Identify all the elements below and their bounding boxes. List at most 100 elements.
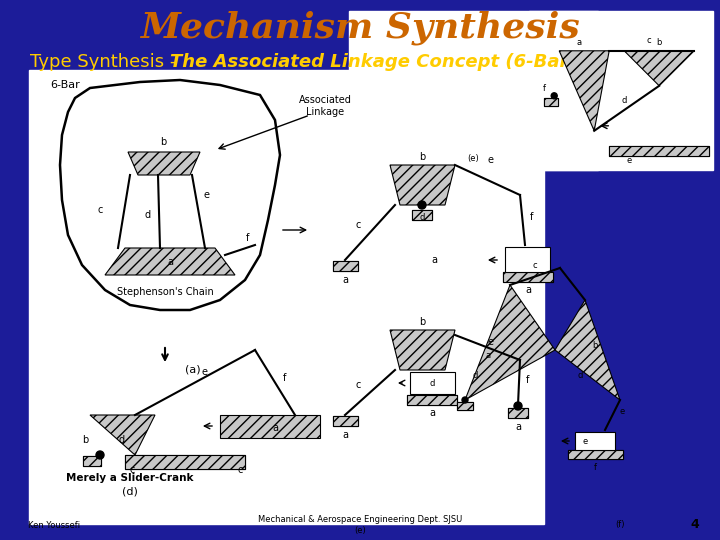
FancyBboxPatch shape: [567, 450, 623, 459]
Text: d: d: [577, 370, 582, 380]
Text: d: d: [145, 210, 151, 220]
Text: d: d: [419, 213, 425, 221]
FancyBboxPatch shape: [508, 408, 528, 418]
Polygon shape: [544, 98, 558, 106]
Text: b: b: [160, 137, 166, 147]
Text: a: a: [577, 38, 582, 48]
Text: Mechanism Synthesis: Mechanism Synthesis: [140, 11, 580, 45]
FancyBboxPatch shape: [503, 272, 553, 282]
Polygon shape: [567, 450, 623, 459]
Text: e: e: [487, 337, 493, 347]
Text: (e): (e): [467, 153, 480, 163]
Text: b: b: [82, 435, 88, 445]
Text: e: e: [582, 436, 588, 446]
Polygon shape: [128, 152, 200, 175]
Text: (e): (e): [354, 525, 366, 535]
Text: d: d: [621, 96, 627, 105]
Polygon shape: [503, 272, 553, 282]
Polygon shape: [412, 210, 432, 220]
Text: d: d: [472, 370, 477, 380]
FancyBboxPatch shape: [333, 416, 358, 426]
Text: (d): (d): [122, 487, 138, 497]
Text: (f): (f): [616, 521, 625, 530]
Text: f: f: [526, 375, 530, 385]
Text: c: c: [130, 465, 135, 475]
Text: e: e: [619, 408, 625, 416]
Text: Mechanical & Aerospace Engineering Dept. SJSU: Mechanical & Aerospace Engineering Dept.…: [258, 516, 462, 524]
Text: e: e: [487, 155, 493, 165]
Text: b: b: [657, 38, 662, 48]
Polygon shape: [624, 51, 694, 86]
Text: f: f: [246, 233, 250, 243]
Polygon shape: [465, 285, 555, 400]
Polygon shape: [555, 300, 620, 400]
Text: (a): (a): [185, 365, 201, 375]
Text: 4: 4: [690, 518, 699, 531]
Circle shape: [552, 93, 557, 99]
Polygon shape: [390, 330, 455, 370]
Text: f: f: [593, 462, 596, 471]
Text: a: a: [342, 430, 348, 440]
Text: Linkage: Linkage: [306, 107, 344, 117]
Polygon shape: [609, 146, 709, 156]
Text: Merely a Slider-Crank: Merely a Slider-Crank: [66, 473, 194, 483]
FancyBboxPatch shape: [412, 210, 432, 220]
Polygon shape: [60, 80, 280, 310]
Text: a: a: [272, 423, 278, 433]
Polygon shape: [220, 415, 320, 438]
Polygon shape: [83, 456, 101, 466]
FancyBboxPatch shape: [529, 11, 713, 170]
Text: c: c: [355, 380, 361, 390]
Text: a: a: [342, 275, 348, 285]
Text: Stephenson's Chain: Stephenson's Chain: [117, 287, 213, 297]
Text: f: f: [531, 212, 534, 222]
Text: b: b: [419, 317, 425, 327]
FancyBboxPatch shape: [410, 372, 455, 394]
Text: a: a: [525, 285, 531, 295]
Circle shape: [418, 201, 426, 209]
Text: Ken Youssefi: Ken Youssefi: [28, 521, 80, 530]
Text: c: c: [355, 220, 361, 230]
FancyBboxPatch shape: [29, 70, 544, 524]
Text: 6-Bar: 6-Bar: [50, 80, 80, 90]
Text: f: f: [283, 373, 287, 383]
Text: b: b: [593, 341, 598, 349]
Text: a: a: [515, 422, 521, 432]
Polygon shape: [559, 51, 609, 131]
Polygon shape: [407, 395, 457, 405]
Text: c: c: [238, 465, 243, 475]
Text: d: d: [119, 435, 125, 445]
Polygon shape: [105, 248, 235, 275]
Text: e: e: [202, 367, 208, 377]
Text: d: d: [429, 379, 435, 388]
FancyBboxPatch shape: [544, 98, 558, 106]
Polygon shape: [508, 408, 528, 418]
Text: a: a: [485, 350, 490, 360]
Circle shape: [462, 397, 468, 403]
FancyBboxPatch shape: [125, 455, 245, 469]
Text: a: a: [167, 257, 173, 267]
Text: c: c: [647, 36, 652, 45]
Text: f: f: [543, 84, 546, 93]
Text: Type Synthesis -: Type Synthesis -: [30, 53, 182, 71]
Circle shape: [96, 451, 104, 459]
FancyBboxPatch shape: [575, 432, 615, 450]
Text: e: e: [204, 190, 210, 200]
FancyBboxPatch shape: [349, 11, 598, 170]
Circle shape: [514, 402, 522, 410]
Text: c: c: [97, 205, 103, 215]
Polygon shape: [457, 402, 473, 410]
Text: a: a: [429, 408, 435, 418]
Text: a: a: [431, 255, 437, 265]
Polygon shape: [125, 455, 245, 469]
FancyBboxPatch shape: [505, 247, 550, 272]
Polygon shape: [333, 261, 358, 271]
FancyBboxPatch shape: [333, 261, 358, 271]
Text: c: c: [533, 260, 537, 269]
Text: The Associated Linkage Concept (6-Bar): The Associated Linkage Concept (6-Bar): [170, 53, 577, 71]
FancyBboxPatch shape: [83, 456, 101, 466]
Polygon shape: [90, 415, 155, 455]
Text: Associated: Associated: [299, 95, 351, 105]
FancyBboxPatch shape: [407, 395, 457, 405]
Polygon shape: [390, 165, 455, 205]
